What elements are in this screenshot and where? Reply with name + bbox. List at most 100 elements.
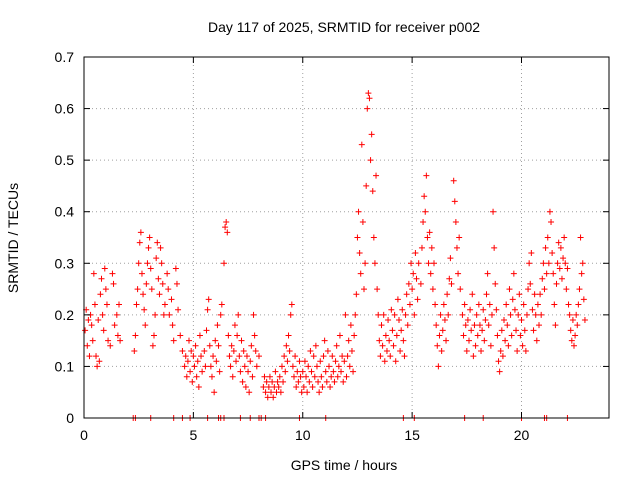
- data-point: [179, 347, 186, 354]
- data-point: [330, 368, 337, 375]
- data-point: [286, 347, 293, 354]
- data-point: [318, 373, 325, 380]
- data-point: [253, 363, 260, 370]
- data-point: [355, 208, 362, 215]
- data-point: [515, 311, 522, 318]
- data-point: [308, 368, 315, 375]
- data-point: [377, 353, 384, 360]
- axis-ticks: [83, 56, 609, 419]
- data-point: [333, 342, 340, 349]
- y-tick-labels: 0 0.1 0.2 0.3 0.4 0.5 0.6 0.7: [55, 49, 75, 426]
- y-tick-label: 0.2: [55, 307, 75, 323]
- data-point: [560, 255, 567, 262]
- data-point: [573, 311, 580, 318]
- data-point: [215, 342, 222, 349]
- data-point: [413, 275, 420, 282]
- data-point: [181, 363, 188, 370]
- data-point: [293, 384, 300, 391]
- data-point: [439, 327, 446, 334]
- data-point: [132, 332, 139, 339]
- grid-lines: [84, 57, 609, 418]
- data-point: [361, 286, 367, 293]
- data-point: [543, 270, 550, 277]
- data-point: [412, 249, 419, 256]
- x-tick-label: 5: [189, 427, 197, 443]
- data-point: [287, 311, 294, 318]
- data-point: [312, 342, 319, 349]
- data-point: [578, 270, 585, 277]
- data-point: [494, 332, 501, 339]
- data-point: [486, 301, 493, 308]
- data-point: [466, 337, 472, 344]
- data-point: [402, 311, 409, 318]
- data-point: [575, 301, 582, 308]
- data-point: [415, 260, 422, 267]
- data-point: [301, 358, 308, 365]
- data-point: [97, 291, 104, 298]
- data-point: [228, 342, 235, 349]
- data-point: [483, 291, 490, 298]
- data-point: [459, 311, 466, 318]
- data-point: [525, 286, 532, 293]
- data-point: [510, 270, 517, 277]
- data-point: [288, 301, 295, 308]
- data-point: [313, 363, 320, 370]
- data-point: [498, 327, 505, 334]
- data-point: [310, 353, 317, 360]
- data-point: [485, 322, 492, 329]
- data-point: [133, 301, 140, 308]
- data-point: [335, 363, 342, 370]
- x-tick-label: 10: [295, 427, 311, 443]
- data-point: [277, 389, 284, 396]
- data-point: [434, 342, 441, 349]
- data-point: [427, 270, 434, 277]
- data-point: [324, 347, 331, 354]
- data-point: [245, 368, 252, 375]
- data-point: [557, 244, 564, 251]
- data-point: [523, 311, 530, 318]
- data-point: [373, 172, 380, 179]
- data-point: [338, 368, 345, 375]
- data-point: [517, 332, 524, 339]
- data-point: [231, 322, 238, 329]
- data-point: [504, 322, 511, 329]
- data-point: [566, 311, 573, 318]
- data-point: [579, 260, 586, 267]
- data-point: [233, 358, 240, 365]
- y-tick-label: 0.1: [55, 358, 75, 374]
- data-point: [467, 306, 474, 313]
- data-point: [429, 286, 436, 293]
- data-point: [513, 327, 520, 334]
- data-point: [204, 306, 211, 313]
- data-point: [170, 337, 177, 344]
- data-point: [321, 337, 328, 344]
- data-point: [86, 353, 93, 360]
- data-point: [140, 291, 147, 298]
- y-tick-label: 0.3: [55, 255, 75, 271]
- data-point: [144, 260, 151, 267]
- data-point: [194, 358, 201, 365]
- data-point: [238, 337, 245, 344]
- data-point: [354, 234, 361, 241]
- data-point: [490, 208, 497, 215]
- data-point: [428, 244, 435, 251]
- data-point: [284, 358, 291, 365]
- data-point: [281, 353, 288, 360]
- data-point: [263, 378, 270, 385]
- data-point: [249, 373, 256, 380]
- data-point: [117, 337, 124, 344]
- y-tick-label: 0: [66, 410, 74, 426]
- data-point: [492, 280, 499, 287]
- data-point: [472, 342, 479, 349]
- data-point: [334, 373, 341, 380]
- data-point: [282, 368, 289, 375]
- y-tick-label: 0.4: [55, 204, 75, 220]
- data-point: [555, 239, 562, 246]
- data-point: [518, 317, 525, 324]
- data-point: [96, 358, 103, 365]
- data-point: [571, 342, 577, 349]
- data-point: [362, 260, 369, 267]
- data-point: [383, 347, 390, 354]
- data-point: [453, 244, 460, 251]
- data-point: [392, 358, 399, 365]
